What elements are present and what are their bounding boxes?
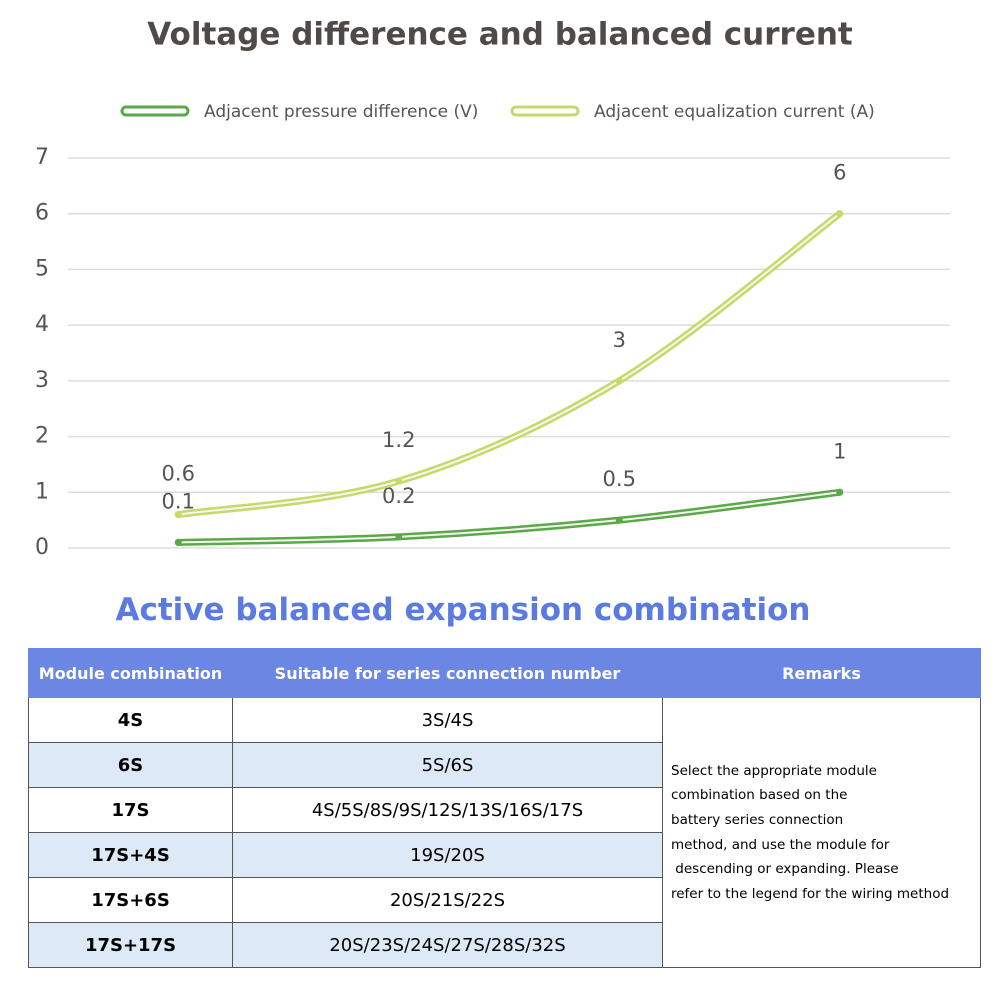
data-point (174, 538, 182, 546)
series-line (174, 488, 844, 546)
table-row: 17S+6S 20S/21S/22S (28, 877, 981, 923)
remarks-line: battery series connection (671, 811, 844, 828)
data-label: 3 (613, 328, 626, 352)
header-cell: Suitable for series connection number (232, 648, 663, 698)
legend-swatch (120, 105, 190, 117)
series-line-highlight (177, 491, 841, 544)
y-tick-label: 0 (35, 535, 49, 560)
data-point (836, 488, 844, 496)
header-cell: Remarks (662, 648, 981, 698)
y-tick-label: 3 (35, 368, 49, 393)
table-row: 4S 3S/4S Select the appropriate module comb… (28, 697, 981, 968)
remarks-line: refer to the legend for the wiring metho… (671, 885, 950, 902)
table-row: 6S 5S/6S (28, 742, 981, 788)
chart-title: Voltage difference and balanced current (147, 17, 853, 53)
data-label: 1.2 (382, 428, 415, 452)
remarks-cell: Select the appropriate module combination… (662, 697, 981, 968)
remarks-line: combination based on the (671, 787, 848, 804)
y-tick-label: 1 (35, 479, 49, 504)
legend-label: Adjacent equalization current (A) (594, 102, 875, 122)
table-cell: 17S (28, 787, 233, 833)
data-point (615, 377, 623, 385)
remarks-line: Select the appropriate module (671, 762, 877, 779)
series-line-highlight (177, 212, 841, 516)
table-title: Active balanced expansion combination (115, 592, 811, 628)
remarks-line: method, and use the module for (671, 836, 890, 853)
y-tick-label: 7 (35, 145, 49, 170)
table-cell: 17S+6S (28, 877, 233, 923)
table-row: 17S+4S 19S/20S (28, 832, 981, 878)
chart: Voltage difference and balanced current … (35, 17, 950, 560)
legend-label: Adjacent pressure difference (V) (204, 102, 478, 122)
data-label: 6 (833, 161, 846, 185)
data-point (615, 516, 623, 524)
y-tick-label: 6 (35, 201, 49, 226)
y-tick-label: 5 (35, 256, 49, 281)
table-cell: 6S (28, 742, 233, 788)
table-cell: 20S/23S/24S/27S/28S/32S (232, 922, 663, 968)
header-cell: Module combination (28, 648, 233, 698)
y-tick-label: 4 (35, 312, 49, 337)
table-cell: 4S (28, 697, 233, 743)
series-line (174, 210, 844, 519)
data-point (395, 533, 403, 541)
data-label: 0.5 (603, 467, 636, 491)
table: Module combination Suitable for series co… (28, 648, 981, 968)
data-label: 0.6 (162, 462, 195, 486)
table-cell: 20S/21S/22S (232, 877, 663, 923)
data-point (836, 210, 844, 218)
data-label: 1 (833, 439, 846, 463)
y-tick-label: 2 (35, 424, 49, 449)
header-row: Module combination Suitable for series co… (28, 648, 981, 698)
data-label: 0.1 (162, 489, 195, 513)
remarks-line: descending or expanding. Please (671, 861, 899, 878)
legend-swatch (510, 105, 580, 117)
table-cell: 5S/6S (232, 742, 663, 788)
table-cell: 17S+4S (28, 832, 233, 878)
table-cell: 4S/5S/8S/9S/12S/13S/16S/17S (232, 787, 663, 833)
table-row: 17S+17S 20S/23S/24S/27S/28S/32S (28, 922, 981, 968)
data-point (395, 477, 403, 485)
table-cell: 17S+17S (28, 922, 233, 968)
table-body: 4S 3S/4S Select the appropriate module comb… (28, 697, 981, 968)
table-cell: 19S/20S (232, 832, 663, 878)
data-point (174, 511, 182, 519)
table-cell: 3S/4S (232, 697, 663, 743)
